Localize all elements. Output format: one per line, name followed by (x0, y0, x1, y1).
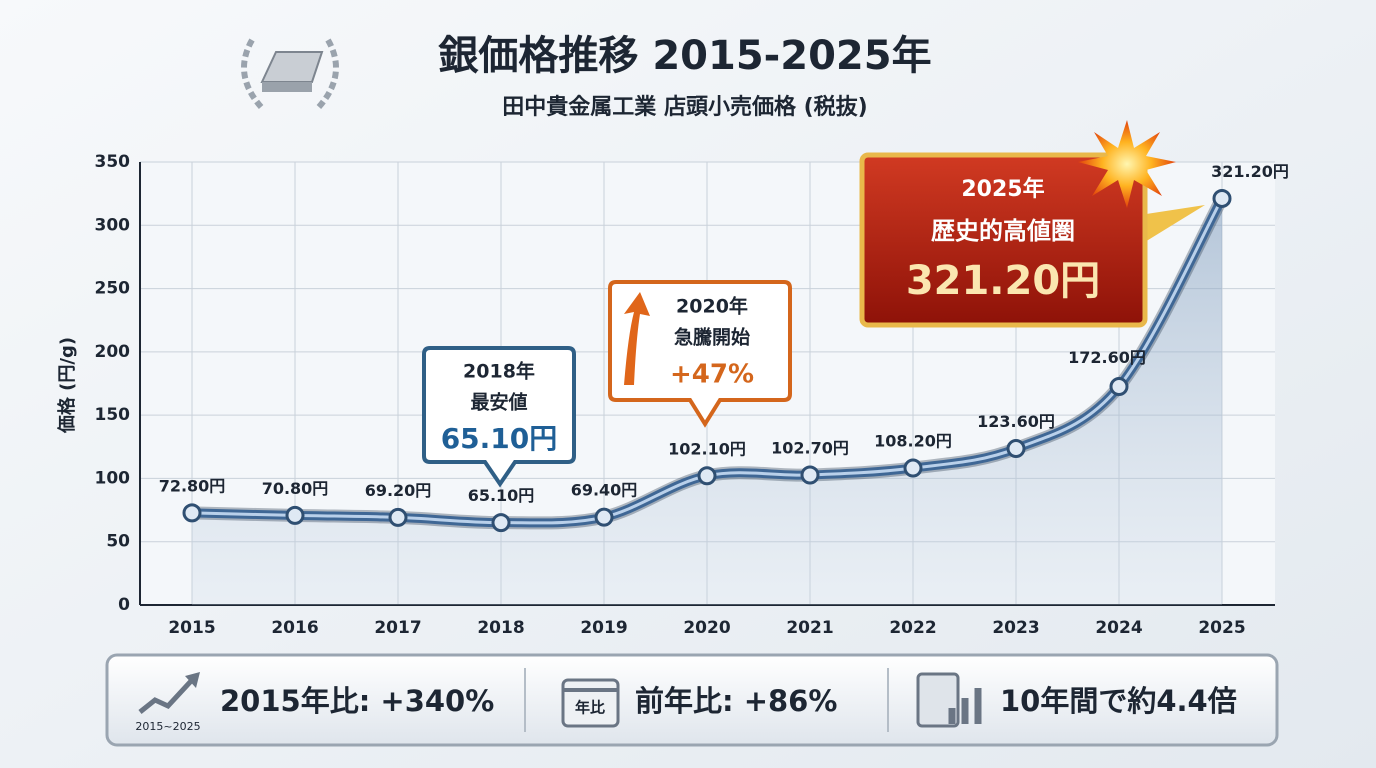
x-tick-label: 2016 (271, 618, 318, 638)
callout-text: 急騰開始 (674, 326, 750, 349)
x-tick-label: 2019 (580, 618, 627, 638)
value-label: 102.70円 (771, 439, 849, 458)
point (1212, 188, 1232, 208)
line-area (192, 198, 1222, 605)
point (388, 507, 408, 527)
value-label: 172.60円 (1068, 348, 1146, 367)
point (903, 458, 923, 478)
callout-text: 最安値 (470, 392, 527, 414)
callout-text: 2020年 (676, 295, 748, 318)
title-emblem (241, 38, 339, 111)
y-tick-label: 250 (95, 279, 131, 299)
summary-panel: 2015~2025 2015年比: +340% 年比 前年比: +86% 10年… (105, 653, 1279, 747)
summary-icon-text: 2015~2025 (135, 720, 200, 733)
y-tick-label: 100 (95, 468, 131, 488)
x-tick-label: 2018 (477, 618, 524, 638)
chart-subtitle: 田中貴金属工業 店頭小売価格 (税抜) (502, 94, 867, 120)
point (800, 465, 820, 485)
callout-low: 2018年 最安値 65.10円 (422, 346, 576, 488)
callout-surge: 2020年 急騰開始 +47% (608, 280, 792, 428)
value-label: 70.80円 (262, 479, 329, 498)
point (1006, 439, 1026, 459)
value-label: 108.20円 (874, 432, 952, 451)
summary-icon-text: 年比 (575, 699, 605, 717)
callout-text: 歴史的高値圏 (931, 217, 1075, 245)
value-label: 123.60円 (977, 412, 1055, 431)
line-highlight (190, 196, 1224, 525)
x-tick-label: 2020 (683, 618, 730, 638)
x-tick-label: 2017 (374, 618, 421, 638)
x-tick-label: 2023 (992, 618, 1039, 638)
y-tick-label: 50 (106, 532, 130, 552)
y-tick-label: 350 (95, 152, 131, 172)
value-label: 65.10円 (468, 486, 535, 505)
point (594, 507, 614, 527)
callout-value: 65.10円 (441, 422, 558, 455)
callout-value: 321.20円 (906, 258, 1100, 304)
point (1109, 377, 1129, 397)
y-tick-label: 0 (118, 595, 130, 615)
point (491, 513, 511, 533)
value-label: 69.40円 (571, 481, 638, 500)
x-tick-label: 2022 (889, 618, 936, 638)
value-label: 72.80円 (159, 476, 226, 495)
point (285, 505, 305, 525)
callout-high: 2025年 歴史的高値圏 321.20円 (859, 120, 1205, 328)
point (182, 503, 202, 523)
x-tick-label: 2021 (786, 618, 833, 638)
callout-text: 2018年 (463, 360, 535, 383)
value-label: 321.20円 (1211, 162, 1289, 181)
summary-text: 10年間で約4.4倍 (1000, 684, 1237, 718)
point (697, 466, 717, 486)
value-label: 69.20円 (365, 481, 432, 500)
summary-text: 前年比: +86% (635, 684, 837, 718)
y-tick-label: 200 (95, 342, 131, 362)
value-label: 102.10円 (668, 439, 746, 458)
x-tick-label: 2025 (1198, 618, 1245, 638)
y-tick-label: 150 (95, 405, 131, 425)
x-tick-label: 2024 (1095, 618, 1142, 638)
callout-text: 2025年 (961, 176, 1044, 202)
y-tick-label: 300 (95, 215, 131, 235)
x-tick-label: 2015 (168, 618, 215, 638)
y-axis-label: 価格 (円/g) (56, 337, 78, 434)
chart-title: 銀価格推移 2015-2025年 (437, 33, 931, 79)
summary-text: 2015年比: +340% (220, 684, 494, 718)
callout-value: +47% (670, 360, 754, 390)
